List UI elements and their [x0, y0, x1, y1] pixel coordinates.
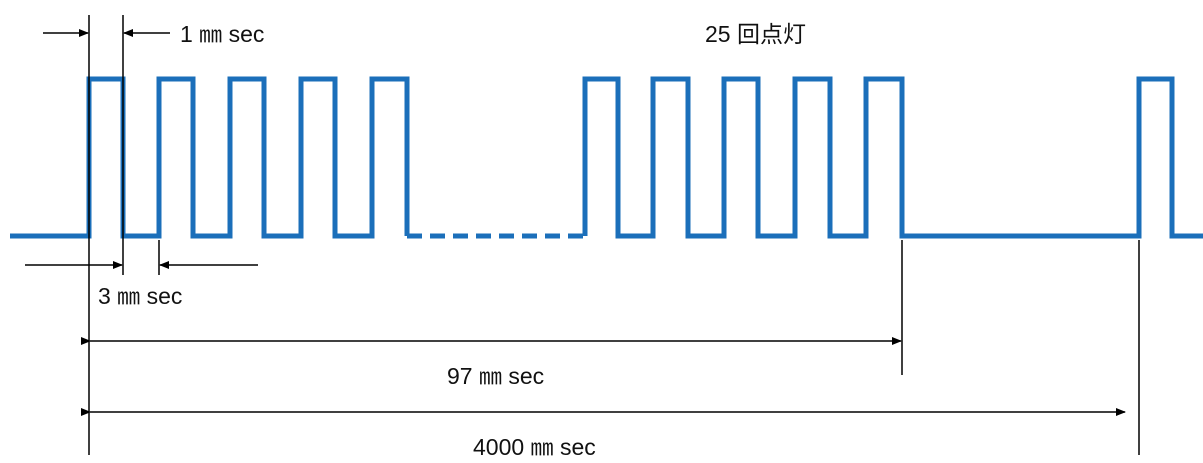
signal-waveform — [10, 76, 1203, 239]
cycle-duration-label: 4000 ㎜ sec — [473, 434, 596, 460]
burst-duration-label: 97 ㎜ sec — [447, 363, 544, 389]
pulse-train-first-group — [10, 76, 410, 239]
pulse-train-second-group — [582, 76, 1203, 239]
period-label: 3 ㎜ sec — [98, 283, 182, 309]
pulse-width-label: 1 ㎜ sec — [180, 21, 264, 47]
annotations — [25, 15, 1140, 455]
pulse-count-label: 25 回点灯 — [705, 21, 806, 47]
